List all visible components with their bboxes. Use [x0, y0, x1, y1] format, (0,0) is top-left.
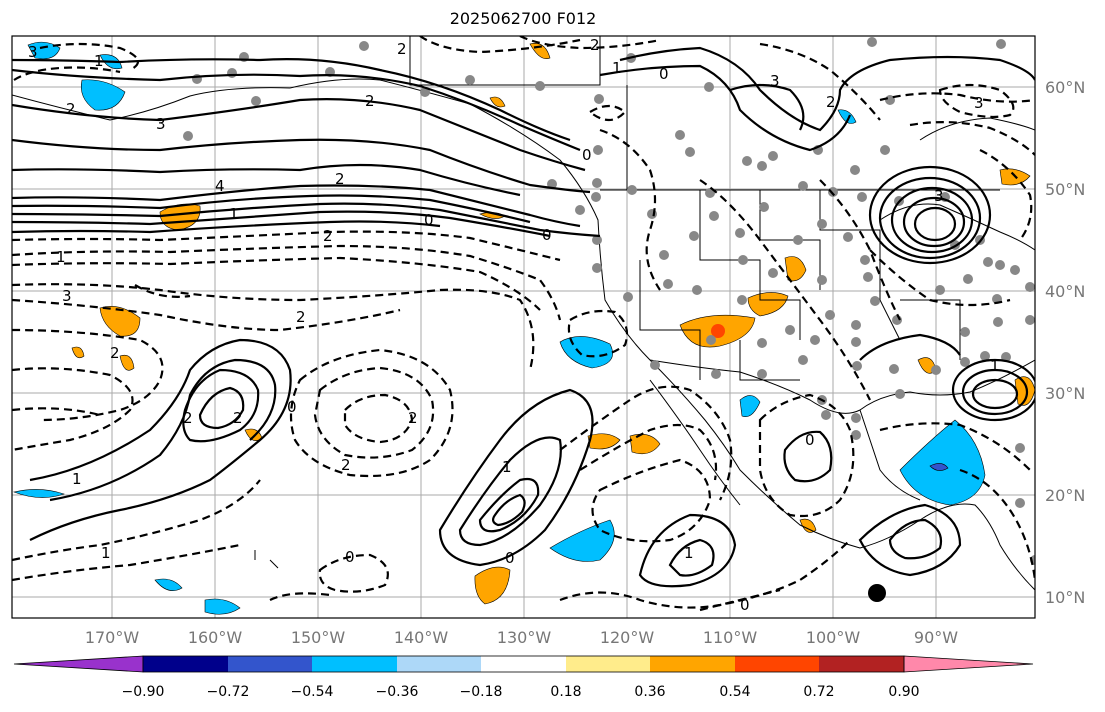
contour-label: 0: [424, 211, 434, 229]
colorbar-label: 0.54: [719, 684, 750, 700]
contour-label: 3: [770, 72, 780, 90]
colorbar-label: 0.72: [803, 684, 834, 700]
contour-label: 2: [183, 409, 193, 427]
colorbar-segment: [143, 656, 228, 672]
contour-label: 0: [582, 146, 592, 164]
dashed-contours: [12, 36, 1035, 612]
contour-label: 0: [542, 226, 552, 244]
contour-label: 1: [990, 357, 1000, 375]
colorbar-segment: [228, 656, 312, 672]
lat-tick-label: 30°N: [1045, 384, 1085, 403]
lat-tick-label: 40°N: [1045, 282, 1085, 301]
coastlines: [12, 36, 1035, 591]
colorbar-label: −0.54: [291, 684, 334, 700]
contour-label: 2: [365, 92, 375, 110]
contour-label: 1: [684, 544, 694, 562]
contour-label: 0: [805, 431, 815, 449]
contour-label: 1: [229, 205, 239, 223]
contour-label: 0: [505, 549, 515, 567]
lon-tick-label: 170°W: [85, 628, 140, 647]
colorbar-max-extension: [903, 655, 1034, 673]
map-title: 2025062700 F012: [449, 9, 597, 28]
lon-tick-label: 120°W: [600, 628, 655, 647]
contour-labels: 3 2 1 0 3 2 1 2 2 0 3 3 4 2 1 0 2 0 3 1 …: [28, 36, 1000, 614]
shaded-anomalies: [12, 41, 1035, 615]
lon-tick-label: 90°W: [914, 628, 958, 647]
contour-label: 2: [296, 308, 306, 326]
lon-tick-label: 130°W: [497, 628, 552, 647]
lon-tick-label: 110°W: [703, 628, 758, 647]
lat-tick-label: 60°N: [1045, 78, 1085, 97]
contour-label: 1: [502, 458, 512, 476]
contour-label: 2: [341, 456, 351, 474]
lon-tick-labels: 170°W 160°W 150°W 140°W 130°W 120°W 110°…: [85, 628, 958, 647]
contour-label: 3: [974, 94, 984, 112]
colorbar-segment: [566, 656, 650, 672]
colorbar-segment: [481, 656, 566, 672]
contour-label: 3: [28, 43, 38, 61]
lon-tick-label: 160°W: [188, 628, 243, 647]
contour-label: 2: [397, 40, 407, 58]
contour-label: 3: [934, 187, 944, 205]
contour-label: 2: [408, 409, 418, 427]
contour-label: 0: [740, 596, 750, 614]
contour-label: 2: [335, 170, 345, 188]
contour-label: 0: [287, 398, 297, 416]
map-frame: [11, 35, 1036, 619]
contour-label: 2: [233, 409, 243, 427]
contour-label: 1: [101, 544, 111, 562]
contour-label: 4: [215, 177, 225, 195]
contour-label: 2: [110, 344, 120, 362]
contour-label: 3: [62, 287, 72, 305]
contour-label: 1: [612, 59, 622, 77]
contour-label: 1: [94, 52, 104, 70]
colorbar-label: 0.18: [550, 684, 581, 700]
colorbar-segment: [735, 656, 819, 672]
colorbar: [13, 655, 1034, 673]
black-marker: [868, 584, 886, 602]
colorbar-label: −0.36: [376, 684, 419, 700]
contour-label: 2: [590, 36, 600, 54]
contour-label: 0: [345, 548, 355, 566]
colorbar-segment: [819, 656, 904, 672]
contour-label: 1: [72, 470, 82, 488]
lon-tick-label: 140°W: [394, 628, 449, 647]
colorbar-segment: [650, 656, 735, 672]
colorbar-label: −0.72: [207, 684, 250, 700]
lat-tick-label: 50°N: [1045, 180, 1085, 199]
colorbar-label: −0.90: [122, 684, 165, 700]
colorbar-label: 0.90: [888, 684, 919, 700]
colorbar-labels: −0.90 −0.72 −0.54 −0.36 −0.18 0.18 0.36 …: [122, 684, 920, 700]
colorbar-min-extension: [13, 655, 144, 673]
map-area: 3 2 1 0 3 2 1 2 2 0 3 3 4 2 1 0 2 0 3 1 …: [12, 36, 1035, 618]
lat-tick-label: 20°N: [1045, 486, 1085, 505]
colorbar-segment: [312, 656, 397, 672]
contour-label: 2: [826, 93, 836, 111]
contour-label: 3: [156, 115, 166, 133]
contour-label: 0: [659, 65, 669, 83]
contour-label: 1: [56, 248, 66, 266]
contour-label: 2: [66, 100, 76, 118]
colorbar-label: −0.18: [460, 684, 503, 700]
colorbar-label: 0.36: [634, 684, 665, 700]
colorbar-segment: [397, 656, 481, 672]
lat-tick-label: 10°N: [1045, 588, 1085, 607]
lon-tick-label: 100°W: [806, 628, 861, 647]
lon-tick-label: 150°W: [291, 628, 346, 647]
solid-contours: [12, 46, 1035, 588]
contour-label: 2: [323, 227, 333, 245]
lat-tick-labels: 60°N 50°N 40°N 30°N 20°N 10°N: [1045, 78, 1085, 607]
